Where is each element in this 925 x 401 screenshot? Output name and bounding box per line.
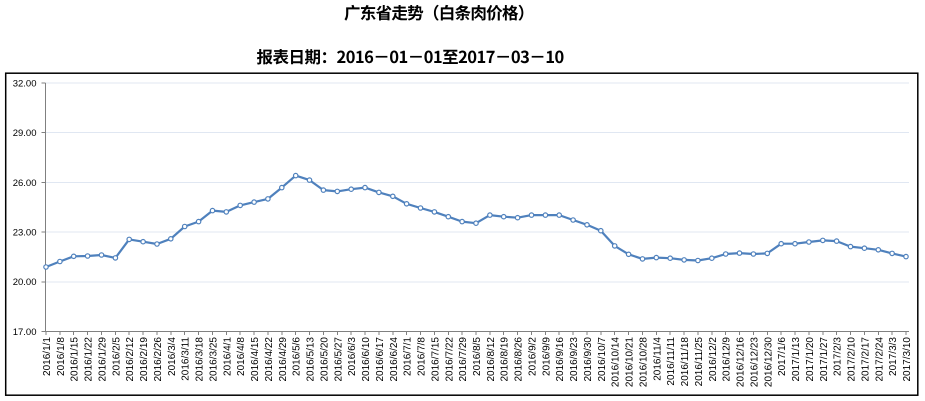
svg-text:2017/2/10: 2017/2/10 <box>847 337 858 382</box>
svg-text:2016/11/25: 2016/11/25 <box>694 337 705 387</box>
svg-text:2016/2/12: 2016/2/12 <box>125 337 136 382</box>
svg-text:2017/2/3: 2017/2/3 <box>833 337 844 376</box>
svg-text:2016/7/15: 2016/7/15 <box>430 337 441 382</box>
svg-text:20.00: 20.00 <box>13 277 37 288</box>
svg-text:23.00: 23.00 <box>13 228 37 239</box>
svg-text:2017/1/6: 2017/1/6 <box>777 337 788 376</box>
svg-text:2016/7/22: 2016/7/22 <box>444 337 455 382</box>
svg-text:2016/6/3: 2016/6/3 <box>347 337 358 376</box>
svg-text:2017/2/24: 2017/2/24 <box>874 337 885 382</box>
svg-text:2016/10/21: 2016/10/21 <box>625 337 636 387</box>
svg-text:2016/6/10: 2016/6/10 <box>361 337 372 382</box>
svg-text:2016/10/14: 2016/10/14 <box>611 337 622 387</box>
svg-text:2016/8/5: 2016/8/5 <box>472 337 483 376</box>
svg-text:2016/11/11: 2016/11/11 <box>666 337 677 386</box>
svg-text:2016/5/6: 2016/5/6 <box>292 337 303 376</box>
svg-text:2016/5/27: 2016/5/27 <box>333 337 344 382</box>
svg-text:2016/1/29: 2016/1/29 <box>98 337 109 382</box>
svg-text:2016/9/30: 2016/9/30 <box>583 337 594 382</box>
svg-text:2016/8/12: 2016/8/12 <box>486 337 497 382</box>
svg-text:2016/1/8: 2016/1/8 <box>56 337 67 376</box>
svg-text:2016/7/8: 2016/7/8 <box>417 337 428 376</box>
svg-text:2016/6/24: 2016/6/24 <box>389 337 400 382</box>
svg-text:2016/3/25: 2016/3/25 <box>209 337 220 382</box>
svg-text:2016/1/15: 2016/1/15 <box>70 337 81 382</box>
svg-text:2016/8/26: 2016/8/26 <box>514 337 525 382</box>
svg-text:2016/3/18: 2016/3/18 <box>195 337 206 382</box>
svg-text:2016/12/9: 2016/12/9 <box>722 337 733 382</box>
svg-text:2017/1/27: 2017/1/27 <box>819 337 830 382</box>
svg-text:17.00: 17.00 <box>13 327 37 338</box>
svg-text:2016/7/29: 2016/7/29 <box>458 337 469 382</box>
svg-text:2016/1/22: 2016/1/22 <box>84 337 95 382</box>
svg-text:2016/12/23: 2016/12/23 <box>749 337 760 387</box>
svg-text:2016/11/4: 2016/11/4 <box>652 337 663 381</box>
svg-text:2016/3/11: 2016/3/11 <box>181 337 192 381</box>
svg-text:2016/2/5: 2016/2/5 <box>111 337 122 376</box>
svg-text:2016/7/1: 2016/7/1 <box>403 337 414 376</box>
svg-text:29.00: 29.00 <box>13 128 37 139</box>
svg-text:2017/3/10: 2017/3/10 <box>902 337 913 382</box>
svg-text:26.00: 26.00 <box>13 178 37 189</box>
svg-text:2016/12/30: 2016/12/30 <box>763 337 774 387</box>
svg-text:2017/1/13: 2017/1/13 <box>791 337 802 382</box>
svg-text:2016/1/1: 2016/1/1 <box>42 337 53 376</box>
svg-text:2016/6/17: 2016/6/17 <box>375 337 386 382</box>
svg-text:2016/5/13: 2016/5/13 <box>306 337 317 382</box>
svg-text:2016/9/23: 2016/9/23 <box>569 337 580 382</box>
svg-text:2016/4/15: 2016/4/15 <box>250 337 261 382</box>
svg-text:2016/5/20: 2016/5/20 <box>319 337 330 382</box>
svg-text:2016/8/19: 2016/8/19 <box>500 337 511 382</box>
svg-text:2016/12/2: 2016/12/2 <box>708 337 719 382</box>
svg-text:2017/1/20: 2017/1/20 <box>805 337 816 382</box>
svg-text:2016/3/4: 2016/3/4 <box>167 337 178 376</box>
svg-text:2016/4/22: 2016/4/22 <box>264 337 275 382</box>
svg-text:2016/9/16: 2016/9/16 <box>555 337 566 382</box>
svg-text:2016/9/2: 2016/9/2 <box>528 337 539 376</box>
svg-text:2016/11/18: 2016/11/18 <box>680 337 691 387</box>
svg-text:2016/10/28: 2016/10/28 <box>639 337 650 387</box>
svg-text:2017/2/17: 2017/2/17 <box>860 337 871 382</box>
svg-text:2016/9/9: 2016/9/9 <box>541 337 552 376</box>
svg-text:2016/4/29: 2016/4/29 <box>278 337 289 382</box>
svg-text:2016/12/16: 2016/12/16 <box>736 337 747 387</box>
svg-text:2016/2/19: 2016/2/19 <box>139 337 150 382</box>
svg-text:2016/10/7: 2016/10/7 <box>597 337 608 382</box>
svg-text:2017/3/3: 2017/3/3 <box>888 337 899 376</box>
svg-text:32.00: 32.00 <box>13 78 37 89</box>
svg-text:2016/4/8: 2016/4/8 <box>236 337 247 376</box>
svg-text:2016/2/26: 2016/2/26 <box>153 337 164 382</box>
svg-text:2016/4/1: 2016/4/1 <box>222 337 233 376</box>
